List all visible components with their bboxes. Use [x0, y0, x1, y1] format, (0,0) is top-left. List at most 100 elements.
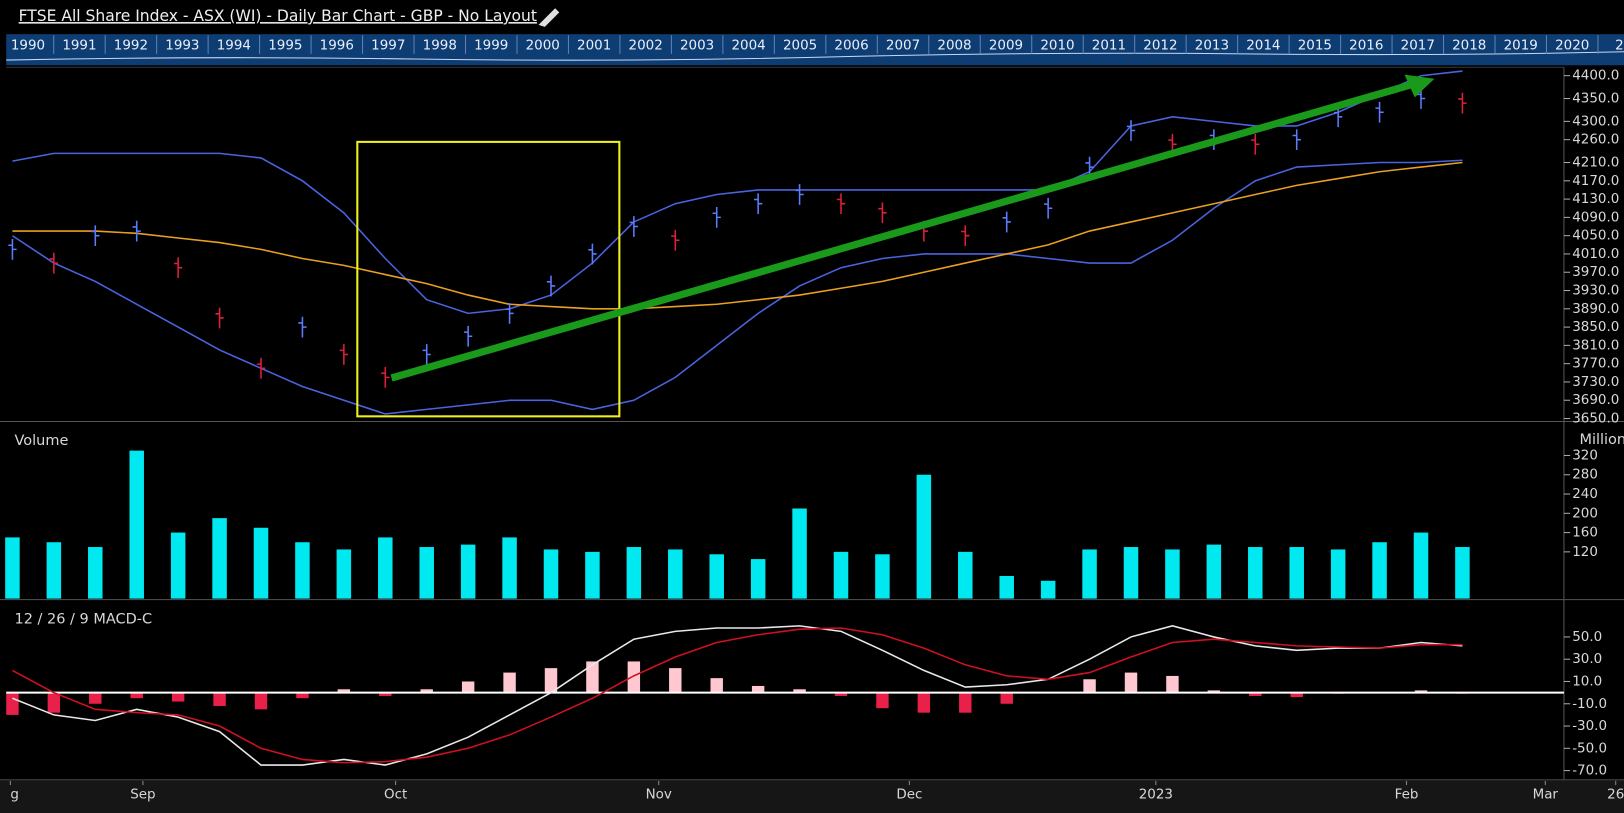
window-title[interactable]: FTSE All Share Index - ASX (WI) - Daily … — [19, 7, 537, 25]
year-label: 2010 — [1040, 39, 1074, 54]
year-label: 1991 — [62, 39, 96, 54]
year-label: 2019 — [1504, 39, 1538, 54]
y-tick-label: -70.0 — [1572, 764, 1607, 779]
histogram-bar — [47, 692, 61, 713]
price-bar — [174, 257, 183, 279]
histogram-bar — [420, 689, 433, 693]
volume-bar — [1413, 532, 1429, 599]
price-bar — [464, 325, 473, 347]
volume-bar — [212, 518, 227, 599]
price-bar — [878, 202, 887, 224]
indicator-line — [12, 627, 1463, 764]
year-label: 2011 — [1092, 39, 1126, 54]
x-tick-label: Sep — [130, 787, 155, 802]
y-tick-label: 4170.0 — [1572, 174, 1619, 189]
histogram-bar — [710, 678, 723, 693]
histogram-bar — [876, 692, 889, 709]
y-tick-label: 3850.0 — [1572, 320, 1619, 335]
indicator-line — [12, 161, 1463, 310]
y-tick-label: 4260.0 — [1572, 133, 1619, 148]
histogram-bar — [586, 661, 599, 693]
histogram-bar — [793, 689, 806, 693]
y-tick-label: 4350.0 — [1572, 92, 1619, 107]
price-bar — [1375, 101, 1384, 123]
y-tick-label: 4090.0 — [1572, 210, 1619, 225]
volume-bar — [170, 532, 186, 599]
y-tick-label: 320 — [1572, 448, 1598, 463]
histogram-bar — [751, 685, 765, 693]
year-label: 1995 — [268, 39, 302, 54]
x-tick-label: g — [10, 787, 19, 802]
histogram-bar — [917, 692, 931, 713]
histogram-bar — [89, 692, 102, 704]
pane-label: Volume — [15, 433, 69, 449]
highlight-box[interactable] — [356, 140, 621, 418]
volume-bar — [1248, 547, 1263, 599]
year-label: 1993 — [165, 39, 199, 54]
histogram-bar — [669, 668, 682, 693]
year-label: 1999 — [474, 39, 508, 54]
histogram-bar — [503, 672, 516, 693]
price-bar — [8, 239, 17, 260]
price-bar — [1126, 120, 1136, 141]
histogram-bar — [461, 681, 475, 693]
year-label: 2020 — [1555, 39, 1589, 54]
y-tick-label: 4130.0 — [1572, 192, 1619, 207]
indicator-line — [12, 159, 1463, 415]
histogram-bar — [254, 692, 268, 710]
trend-arrow-head[interactable] — [1404, 74, 1435, 98]
price-bar — [795, 184, 804, 205]
price-bar — [298, 316, 307, 338]
y-tick-label: 4010.0 — [1572, 247, 1619, 262]
x-tick-label: Mar — [1533, 787, 1559, 802]
price-bar — [505, 303, 514, 324]
volume-bar — [875, 554, 890, 599]
year-strip[interactable] — [6, 34, 1624, 66]
x-tick-label: 2023 — [1139, 787, 1173, 802]
price-bar — [961, 225, 970, 247]
year-label: 2007 — [886, 39, 920, 54]
histogram-bar — [337, 689, 351, 693]
year-label: 2014 — [1246, 39, 1280, 54]
y-tick-label: -50.0 — [1572, 741, 1607, 756]
volume-bar — [626, 547, 642, 599]
y-tick-label: 120 — [1572, 545, 1598, 560]
indicator-line — [12, 70, 1463, 315]
price-bar — [1251, 133, 1260, 155]
histogram-bar — [959, 692, 972, 713]
price-bar — [381, 367, 390, 388]
x-tick-label: Dec — [896, 787, 922, 802]
y-tick-label: -30.0 — [1572, 719, 1607, 734]
histogram-bar — [1083, 679, 1096, 693]
histogram-bar — [130, 692, 143, 699]
x-tick-label: Oct — [384, 787, 407, 802]
axis-unit: Millions — [1579, 432, 1624, 448]
year-label: 1994 — [217, 39, 251, 54]
drawings: 1990 1991 1992 1993 1994 1995 1996 1997 1998 1999… — [5, 35, 1624, 802]
indicator-line — [12, 625, 1463, 766]
y-tick-label: 3930.0 — [1572, 284, 1619, 299]
price-bar — [1044, 197, 1053, 219]
year-label: 2003 — [680, 39, 714, 54]
price-bar — [132, 220, 141, 242]
histogram-bar — [296, 692, 309, 699]
histogram-bar — [1290, 692, 1303, 698]
edit-icon[interactable] — [538, 8, 560, 27]
year-label: 2001 — [577, 39, 611, 54]
pane-label: 12 / 26 / 9 MACD-C — [15, 611, 153, 627]
y-tick-label: -10.0 — [1572, 697, 1607, 712]
y-tick-label: 3970.0 — [1572, 265, 1619, 280]
year-label: 1990 — [11, 39, 45, 54]
histogram-bar — [1166, 675, 1179, 693]
price-bar — [215, 307, 224, 329]
y-tick-label: 3650.0 — [1572, 412, 1619, 427]
y-tick-label: 3890.0 — [1572, 302, 1619, 317]
trend-arrow[interactable] — [390, 81, 1412, 382]
price-bar — [339, 344, 349, 365]
volume-bar — [916, 474, 932, 599]
y-tick-label: 160 — [1572, 526, 1598, 541]
volume-bar — [999, 575, 1014, 599]
volume-bar — [958, 551, 973, 599]
year-label: 2012 — [1143, 39, 1177, 54]
price-bar — [629, 216, 639, 237]
